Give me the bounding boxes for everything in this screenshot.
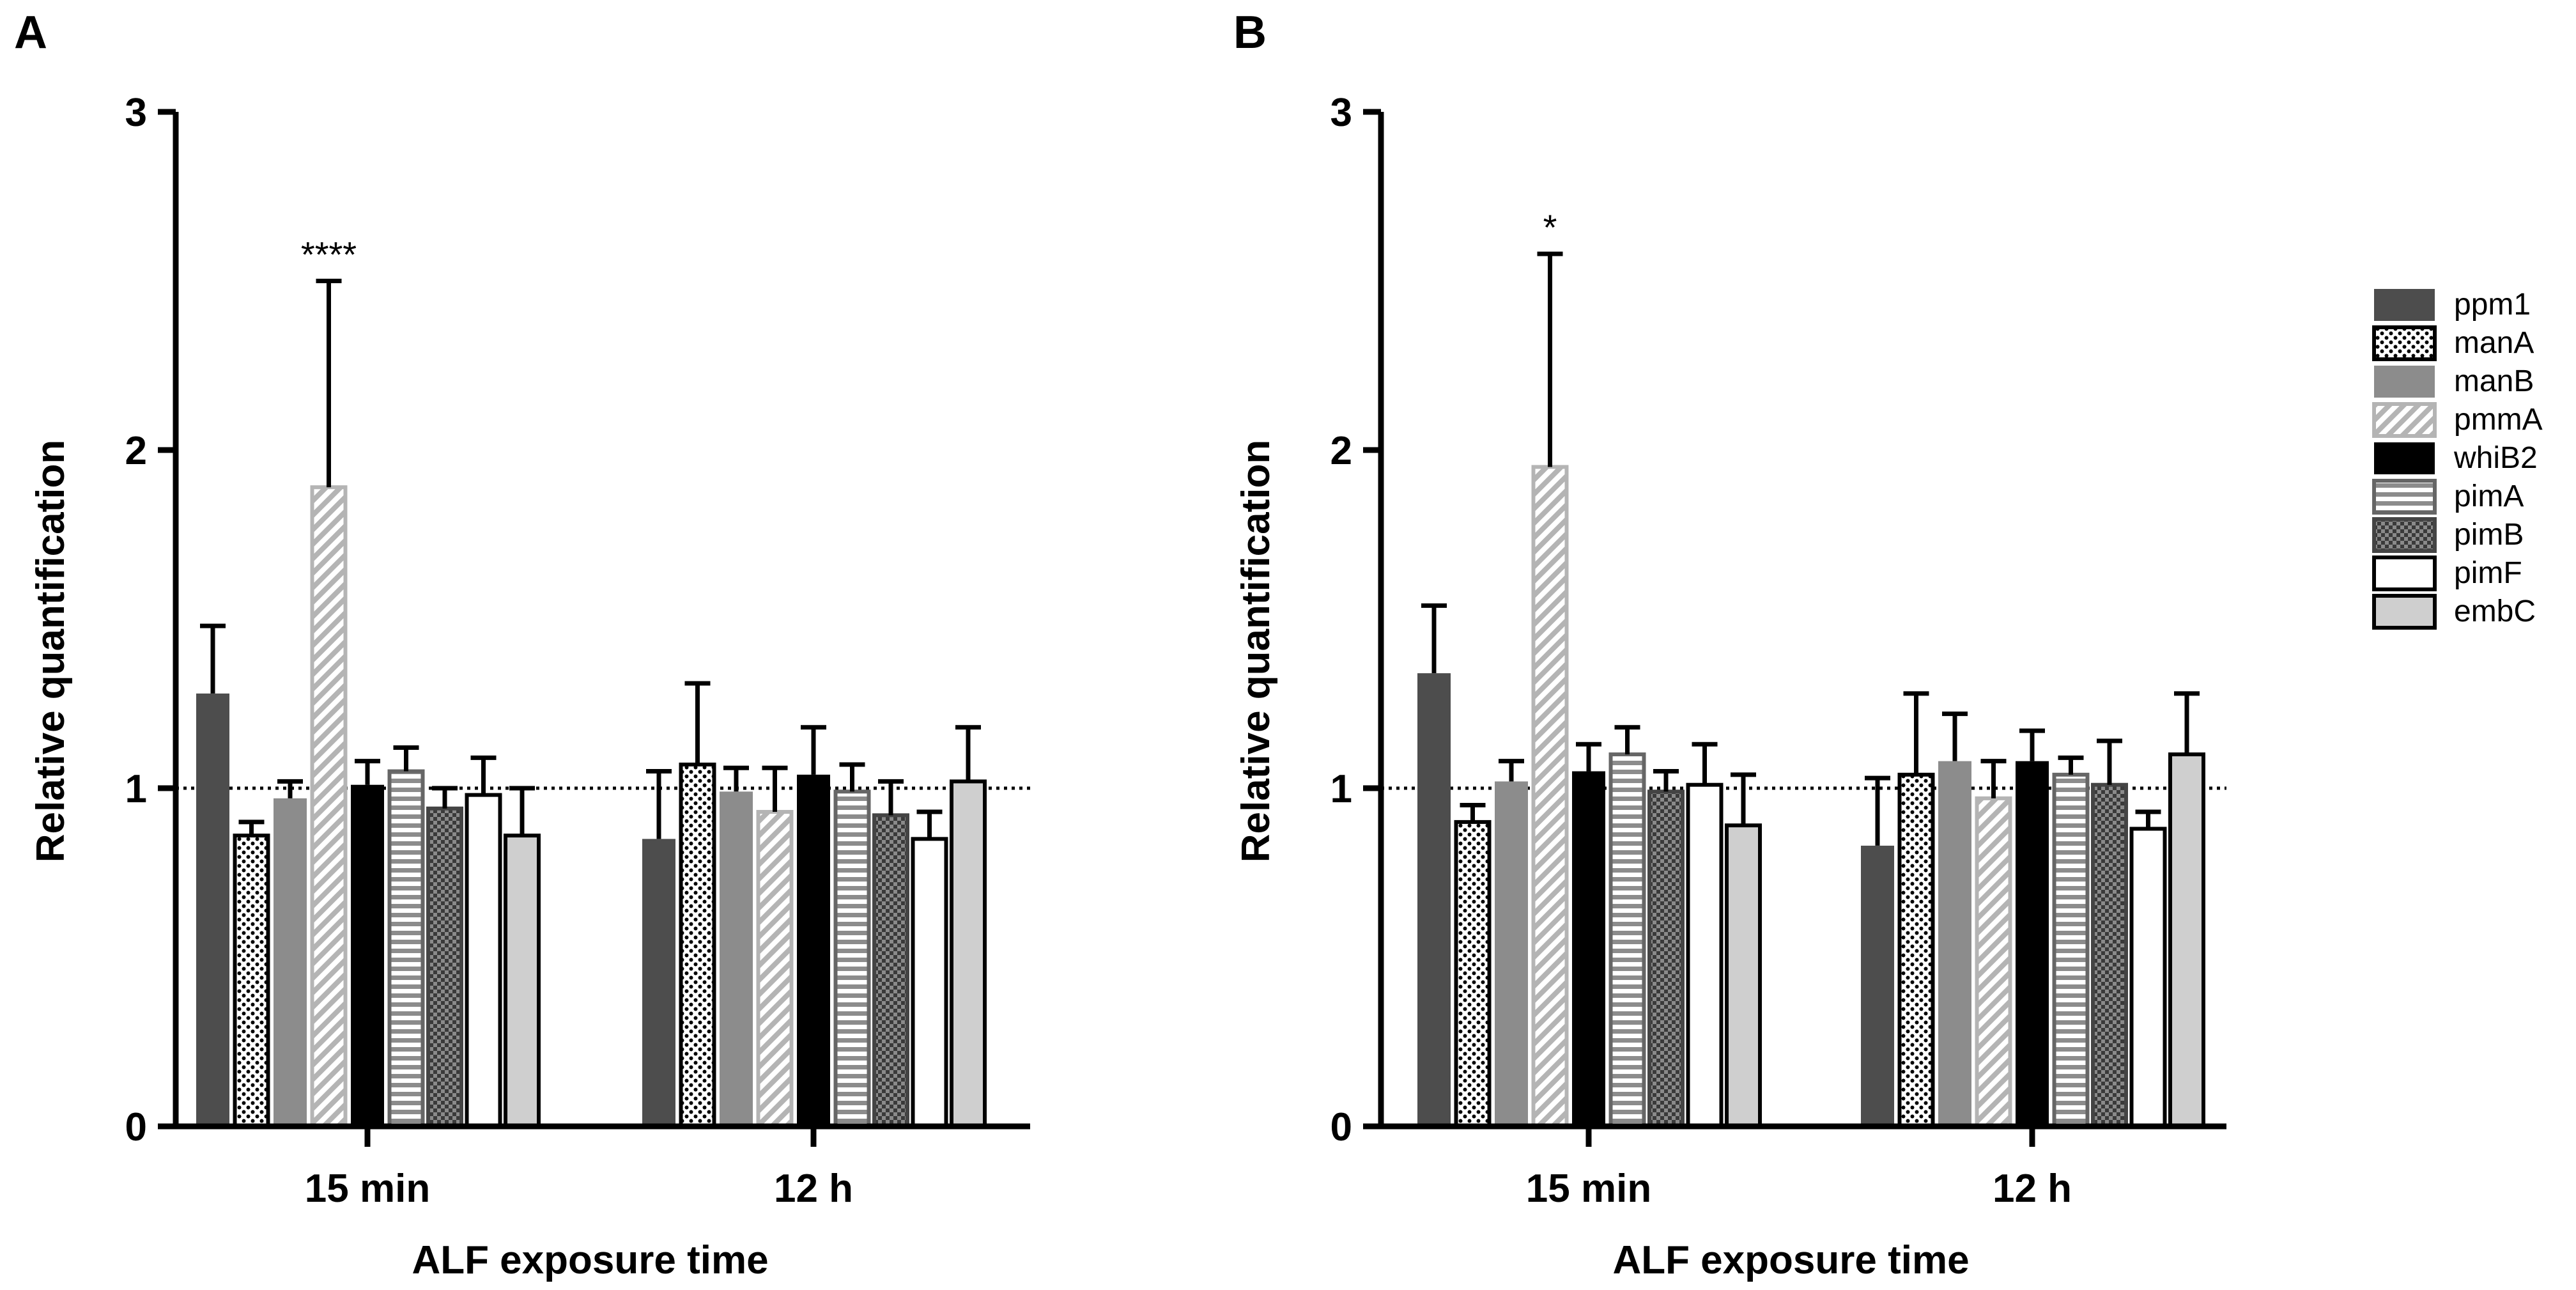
y-tick-label: 0 bbox=[125, 1105, 147, 1149]
bar-embC-12h bbox=[950, 779, 987, 1129]
legend-label: manA bbox=[2454, 326, 2534, 360]
legend-item-pmmA: pmmA bbox=[2372, 402, 2543, 438]
bar-whiB2-15min bbox=[351, 784, 384, 1126]
legend-label: manB bbox=[2454, 364, 2534, 398]
legend-label: ppm1 bbox=[2454, 288, 2531, 322]
bar-pimA-12h bbox=[833, 789, 871, 1129]
bar-manB-15min bbox=[1495, 781, 1528, 1126]
legend-swatch bbox=[2374, 289, 2435, 321]
bar-pimF-15min bbox=[465, 793, 502, 1128]
y-tick-label: 0 bbox=[1330, 1105, 1352, 1149]
x-tick-label: 12 h bbox=[1993, 1167, 2072, 1211]
legend-swatch bbox=[2372, 325, 2437, 361]
legend-item-manB: manB bbox=[2374, 364, 2534, 398]
y-tick-label: 3 bbox=[125, 91, 147, 135]
bar-pimF-15min bbox=[1686, 782, 1724, 1128]
bar-pimF-12h bbox=[2129, 827, 2167, 1128]
bar-ppm1-12h bbox=[642, 839, 675, 1126]
y-tick-label: 1 bbox=[1330, 767, 1352, 811]
bar-embC-15min bbox=[1725, 823, 1762, 1128]
bar-pimB-12h bbox=[872, 813, 909, 1128]
legend-item-pimA: pimA bbox=[2372, 479, 2524, 515]
bar-pimF-12h bbox=[911, 837, 948, 1128]
legend-label: pimF bbox=[2454, 556, 2522, 590]
legend-label: whiB2 bbox=[2453, 441, 2538, 475]
bar-whiB2-12h bbox=[797, 774, 830, 1126]
legend-label: embC bbox=[2454, 594, 2536, 628]
bar-ppm1-12h bbox=[1861, 845, 1894, 1126]
bar-pimA-15min bbox=[387, 769, 425, 1129]
bar-pmmA-12h bbox=[1975, 796, 2012, 1128]
y-tick-label: 2 bbox=[1330, 429, 1352, 473]
x-axis-title: ALF exposure time bbox=[1612, 1238, 1969, 1282]
y-axis-title: Relative quantification bbox=[1234, 440, 1278, 862]
legend-swatch bbox=[2374, 442, 2435, 474]
y-axis-title: Relative quantification bbox=[29, 440, 73, 862]
bar-ppm1-15min bbox=[1417, 673, 1451, 1126]
bar-manA-15min bbox=[233, 834, 270, 1129]
bar-manB-15min bbox=[274, 798, 307, 1126]
y-tick-label: 3 bbox=[1330, 91, 1352, 135]
x-tick-label: 15 min bbox=[1526, 1167, 1651, 1211]
legend-swatch bbox=[2372, 594, 2437, 630]
bar-pmmA-15min bbox=[310, 485, 348, 1128]
bar-pimB-15min bbox=[426, 806, 463, 1128]
panel-label-a: A bbox=[14, 7, 47, 58]
legend-label: pimB bbox=[2454, 518, 2524, 552]
bar-pimA-15min bbox=[1608, 752, 1646, 1128]
legend-label: pimA bbox=[2454, 479, 2524, 513]
legend-item-manA: manA bbox=[2372, 325, 2534, 361]
bar-manA-12h bbox=[679, 762, 716, 1128]
bar-manB-12h bbox=[1938, 761, 1971, 1126]
legend-swatch bbox=[2372, 402, 2437, 438]
significance-label: * bbox=[1543, 207, 1557, 247]
significance-label: **** bbox=[301, 235, 357, 275]
legend: ppm1 manA manB pmmA whiB2 pimA pimB pimF embC bbox=[2372, 288, 2543, 630]
bar-pimB-12h bbox=[2091, 782, 2128, 1128]
panel-label-b: B bbox=[1233, 7, 1267, 58]
bar-manA-15min bbox=[1454, 820, 1492, 1129]
bar-manB-12h bbox=[720, 791, 753, 1126]
bar-ppm1-15min bbox=[196, 693, 229, 1126]
bar-pmmA-12h bbox=[756, 810, 794, 1129]
legend-swatch bbox=[2374, 366, 2435, 398]
legend-swatch bbox=[2372, 479, 2437, 515]
x-axis-title: ALF exposure time bbox=[412, 1238, 768, 1282]
bar-whiB2-12h bbox=[2016, 761, 2049, 1126]
chart-panel-b: B * 0 1 2 3 15 min 12 h ALF exposure time Relati… bbox=[1233, 7, 2226, 1282]
legend-item-whiB2: whiB2 bbox=[2374, 441, 2538, 475]
legend-swatch bbox=[2372, 517, 2437, 553]
bar-pmmA-15min bbox=[1531, 465, 1569, 1129]
legend-swatch bbox=[2372, 556, 2437, 591]
bar-pimA-12h bbox=[2052, 772, 2090, 1128]
bar-manA-12h bbox=[1897, 772, 1935, 1128]
bar-pimB-15min bbox=[1647, 789, 1685, 1129]
legend-item-ppm1: ppm1 bbox=[2374, 288, 2531, 322]
y-tick-label: 1 bbox=[125, 767, 147, 811]
legend-item-embC: embC bbox=[2372, 594, 2536, 630]
bar-whiB2-15min bbox=[1572, 771, 1605, 1126]
legend-item-pimB: pimB bbox=[2372, 517, 2524, 553]
legend-item-pimF: pimF bbox=[2372, 556, 2522, 591]
x-tick-label: 15 min bbox=[305, 1167, 430, 1211]
bar-embC-15min bbox=[504, 834, 541, 1129]
x-tick-label: 12 h bbox=[774, 1167, 853, 1211]
legend-label: pmmA bbox=[2454, 403, 2543, 437]
y-tick-label: 2 bbox=[125, 429, 147, 473]
bar-embC-12h bbox=[2168, 752, 2205, 1128]
